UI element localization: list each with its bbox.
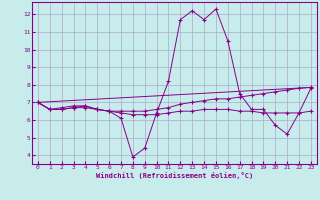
X-axis label: Windchill (Refroidissement éolien,°C): Windchill (Refroidissement éolien,°C) [96,172,253,179]
